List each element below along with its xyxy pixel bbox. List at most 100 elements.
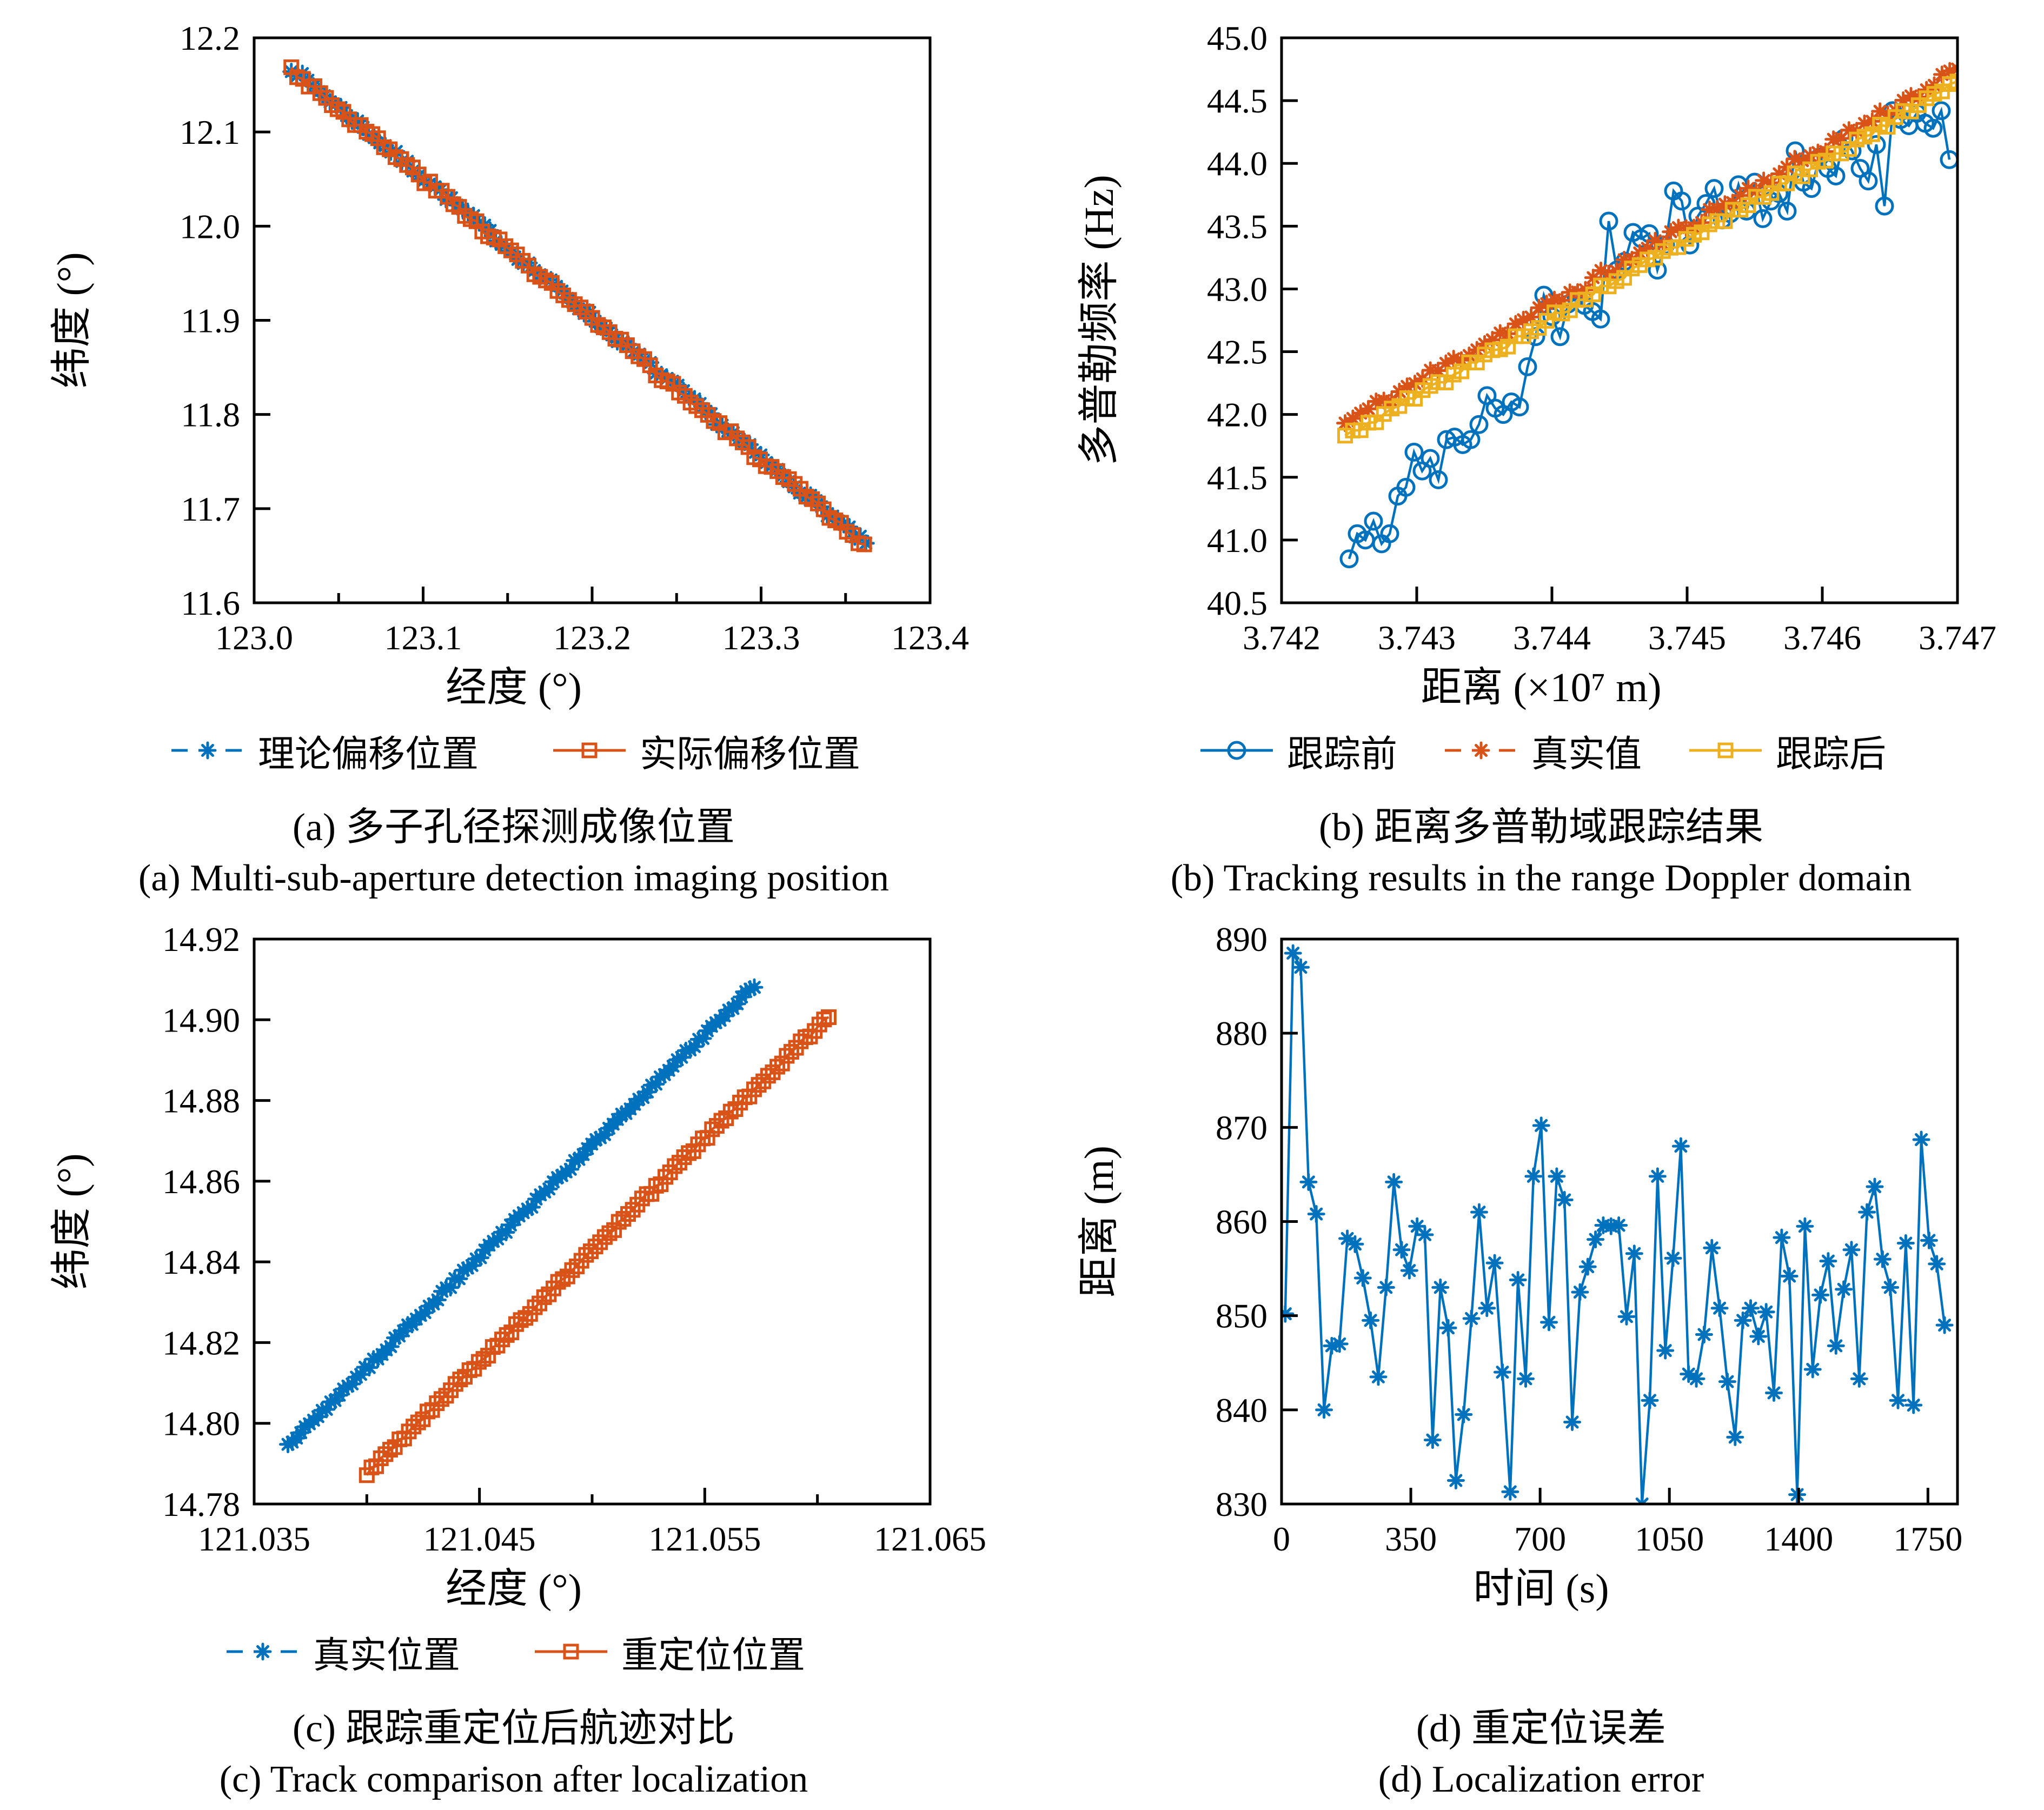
figure-row-bottom: 121.035 121.045 121.055 121.065 14.78 14.80 14… bbox=[0, 909, 2044, 1810]
svg-text:123.1: 123.1 bbox=[384, 618, 462, 657]
series-layer bbox=[279, 978, 837, 1483]
panel-d-caption-en: (d) Localization error bbox=[1378, 1759, 1704, 1800]
panel-b-legend: 跟踪前 真实值 跟踪后 bbox=[1196, 721, 1886, 780]
panel-c-xlabel: 经度 (°) bbox=[445, 1566, 582, 1612]
series-0 bbox=[279, 978, 764, 1454]
legend-item-true-value: 真实值 bbox=[1441, 724, 1642, 777]
series-layer bbox=[1282, 944, 1954, 1504]
legend-label: 真实位置 bbox=[313, 1634, 460, 1676]
legend-marker-circle-solid-icon bbox=[1200, 741, 1273, 760]
series-1-markers bbox=[283, 59, 872, 553]
svg-text:3.747: 3.747 bbox=[1919, 618, 1996, 657]
legend-item-actual-offset: 实际偏移位置 bbox=[549, 724, 860, 777]
legend-label: 重定位位置 bbox=[621, 1634, 806, 1676]
svg-text:830: 830 bbox=[1216, 1485, 1267, 1523]
panel-d-plot: 0 350 700 1050 1400 1750 830 840 850 860 870 880 890… bbox=[1077, 920, 1962, 1558]
series-layer bbox=[1336, 60, 1957, 569]
svg-text:880: 880 bbox=[1216, 1014, 1267, 1053]
svg-text:1400: 1400 bbox=[1764, 1520, 1833, 1558]
panel-d-xlabel: 时间 (s) bbox=[1473, 1566, 1609, 1612]
svg-text:123.4: 123.4 bbox=[891, 618, 969, 657]
y-axis-label: 多普勒频率 (Hz) bbox=[1077, 175, 1122, 465]
axes: 121.035 121.045 121.055 121.065 14.78 14.80 14… bbox=[162, 920, 986, 1558]
legend-item-relocated-position: 重定位位置 bbox=[530, 1625, 805, 1679]
series-2-markers bbox=[1337, 74, 1957, 444]
svg-text:14.90: 14.90 bbox=[162, 1001, 240, 1039]
y-axis-label: 纬度 (°) bbox=[49, 1153, 95, 1289]
svg-text:121.035: 121.035 bbox=[198, 1520, 310, 1558]
axes: 123.0 123.1 123.2 123.3 123.4 11.6 11.7 11.8 11.… bbox=[180, 19, 969, 657]
legend-item-after-tracking: 跟踪后 bbox=[1685, 724, 1886, 777]
panel-c-caption-en: (c) Track comparison after localization bbox=[219, 1759, 808, 1800]
series-0 bbox=[1282, 944, 1954, 1504]
y-axis-label: 纬度 (°) bbox=[49, 252, 95, 388]
svg-text:860: 860 bbox=[1216, 1203, 1267, 1241]
legend-item-true-position: 真实位置 bbox=[222, 1625, 460, 1679]
svg-text:44.0: 44.0 bbox=[1207, 144, 1267, 183]
svg-text:14.86: 14.86 bbox=[162, 1162, 240, 1201]
svg-text:3.745: 3.745 bbox=[1648, 618, 1726, 657]
svg-text:123.2: 123.2 bbox=[553, 618, 631, 657]
series-2 bbox=[1337, 74, 1957, 444]
panel-c-caption-zh: (c) 跟踪重定位后航迹对比 bbox=[293, 1707, 735, 1750]
svg-text:3.743: 3.743 bbox=[1378, 618, 1456, 657]
svg-text:45.0: 45.0 bbox=[1207, 19, 1267, 57]
svg-text:12.1: 12.1 bbox=[180, 113, 240, 151]
panel-a-legend: 理论偏移位置 实际偏移位置 bbox=[167, 721, 860, 780]
svg-text:40.5: 40.5 bbox=[1207, 584, 1267, 622]
legend-marker-square-solid-icon bbox=[553, 742, 626, 758]
legend-label: 真实值 bbox=[1531, 733, 1642, 775]
svg-text:43.5: 43.5 bbox=[1207, 207, 1267, 245]
svg-text:3.742: 3.742 bbox=[1243, 618, 1320, 657]
svg-text:1050: 1050 bbox=[1635, 1520, 1704, 1558]
legend-label: 跟踪后 bbox=[1776, 733, 1887, 775]
panel-b-plot: 3.742 3.743 3.744 3.745 3.746 3.747 40.5 41.0 41… bbox=[1077, 19, 1996, 657]
legend-label: 实际偏移位置 bbox=[640, 733, 861, 775]
svg-text:700: 700 bbox=[1514, 1520, 1566, 1558]
axes: 3.742 3.743 3.744 3.745 3.746 3.747 40.5 41.0 41… bbox=[1207, 19, 1996, 657]
svg-text:14.92: 14.92 bbox=[162, 920, 240, 959]
svg-text:850: 850 bbox=[1216, 1297, 1267, 1335]
svg-text:123.0: 123.0 bbox=[215, 618, 293, 657]
series-0 bbox=[1339, 101, 1957, 569]
panel-b-xlabel: 距离 (×10⁷ m) bbox=[1421, 665, 1662, 710]
panel-a: 123.0 123.1 123.2 123.3 123.4 11.6 11.7 11.8 11.… bbox=[22, 16, 1006, 900]
panel-b-caption-en: (b) Tracking results in the range Dopple… bbox=[1170, 857, 1912, 899]
svg-text:121.045: 121.045 bbox=[423, 1520, 536, 1558]
svg-text:123.3: 123.3 bbox=[722, 618, 800, 657]
panel-a-xlabel: 经度 (°) bbox=[445, 665, 582, 710]
svg-text:42.0: 42.0 bbox=[1207, 396, 1267, 434]
panel-d-caption-zh: (d) 重定位误差 bbox=[1416, 1707, 1666, 1750]
svg-text:3.746: 3.746 bbox=[1783, 618, 1861, 657]
panel-a-plot: 123.0 123.1 123.2 123.3 123.4 11.6 11.7 11.8 11.… bbox=[49, 19, 969, 657]
legend-label: 理论偏移位置 bbox=[257, 733, 479, 775]
svg-text:121.065: 121.065 bbox=[874, 1520, 986, 1558]
panel-a-caption-en: (a) Multi-sub-aperture detection imaging… bbox=[138, 857, 889, 899]
svg-text:11.8: 11.8 bbox=[181, 396, 240, 434]
svg-text:121.055: 121.055 bbox=[648, 1520, 761, 1558]
legend-marker-asterisk-dashed-icon bbox=[226, 1642, 299, 1661]
series-1-markers bbox=[359, 1009, 837, 1483]
svg-text:890: 890 bbox=[1216, 920, 1267, 959]
svg-text:44.5: 44.5 bbox=[1207, 82, 1267, 120]
svg-text:14.82: 14.82 bbox=[162, 1323, 240, 1362]
svg-text:11.6: 11.6 bbox=[181, 584, 240, 622]
series-0-markers bbox=[1339, 101, 1957, 569]
svg-text:840: 840 bbox=[1216, 1391, 1267, 1429]
svg-text:41.5: 41.5 bbox=[1207, 458, 1267, 497]
legend-item-before-tracking: 跟踪前 bbox=[1196, 724, 1397, 777]
svg-text:43.0: 43.0 bbox=[1207, 270, 1267, 308]
panel-d: 0 350 700 1050 1400 1750 830 840 850 860 870 880 890… bbox=[1049, 917, 2033, 1801]
svg-text:0: 0 bbox=[1273, 1520, 1290, 1558]
panel-c-plot: 121.035 121.045 121.055 121.065 14.78 14.80 14… bbox=[49, 920, 986, 1558]
panel-c: 121.035 121.045 121.055 121.065 14.78 14.80 14… bbox=[22, 917, 1006, 1801]
svg-text:14.78: 14.78 bbox=[162, 1485, 240, 1523]
svg-text:12.0: 12.0 bbox=[180, 207, 240, 245]
svg-text:12.2: 12.2 bbox=[180, 19, 240, 57]
panel-b-caption-zh: (b) 距离多普勒域跟踪结果 bbox=[1319, 806, 1763, 849]
svg-text:11.9: 11.9 bbox=[181, 302, 240, 340]
axes: 0 350 700 1050 1400 1750 830 840 850 860 870 880 890 bbox=[1216, 920, 1962, 1558]
svg-text:41.0: 41.0 bbox=[1207, 521, 1267, 560]
panel-c-legend: 真实位置 重定位位置 bbox=[222, 1622, 805, 1681]
